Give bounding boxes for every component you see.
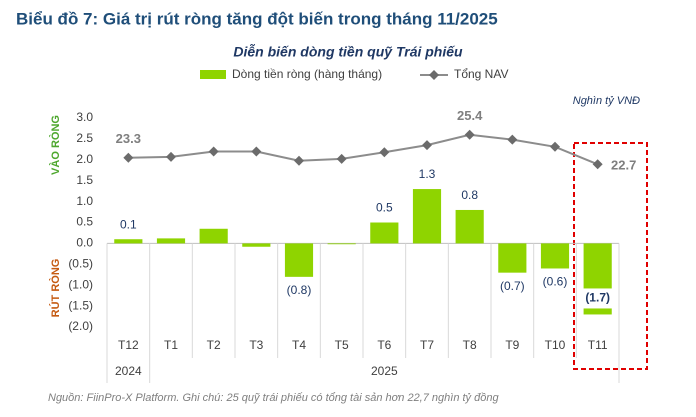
y-tick-label: 0.0 (76, 236, 93, 250)
x-tick-label: T6 (377, 338, 391, 352)
y-tick-label: (1.0) (68, 277, 93, 291)
y-tick-label: 3.0 (76, 110, 93, 124)
x-tick-label: T3 (249, 338, 263, 352)
x-tick-label: T4 (292, 338, 306, 352)
y-tick-label: 1.5 (76, 173, 93, 187)
legend-swatch (200, 70, 226, 79)
y-tick-label: 2.5 (76, 131, 93, 145)
unit-label: Nghìn tỷ VNĐ (573, 95, 640, 107)
nav-marker (166, 151, 176, 162)
x-tick-label: T8 (463, 338, 477, 352)
highlight-box (573, 142, 648, 370)
bar (114, 239, 143, 244)
bar (156, 238, 186, 244)
y-tick-label: 2.0 (76, 152, 93, 166)
negative-label: RÚT RÒNG (49, 259, 62, 318)
x-tick-label: T9 (505, 338, 519, 352)
label-bg (579, 288, 616, 309)
bar (284, 243, 314, 277)
bar (242, 243, 271, 247)
y-tick-label: (0.5) (68, 256, 93, 270)
x-tick-label: T5 (335, 338, 349, 352)
nav-marker (379, 147, 390, 158)
nav-line (128, 133, 599, 166)
data-label: (0.6) (543, 275, 568, 289)
nav-marker (123, 152, 134, 163)
bar (370, 222, 399, 244)
y-tick-label: 0.5 (76, 215, 93, 229)
nav-label: 25.4 (457, 108, 483, 123)
source-note: Nguồn: FiinPro-X Platform. Ghi chú: 25 q… (48, 392, 499, 404)
nav-marker (422, 140, 432, 151)
x-tick-label: T1 (164, 338, 178, 352)
y-tick-label: 1.0 (76, 194, 93, 208)
chart-subtitle: Diễn biến dòng tiền quỹ Trái phiếu (233, 44, 463, 60)
year-label: 2025 (371, 364, 398, 378)
y-tick-label: (1.5) (68, 298, 93, 312)
data-label: (0.8) (287, 283, 312, 297)
nav-label: 23.3 (116, 131, 141, 146)
y-tick-label: (2.0) (68, 319, 93, 333)
x-tick-label: T2 (207, 338, 221, 352)
data-label: (1.7) (585, 291, 610, 305)
bar (540, 243, 570, 269)
data-label: 0.5 (376, 201, 393, 215)
nav-marker (507, 134, 518, 145)
data-label: 0.1 (120, 217, 137, 231)
nav-marker (550, 141, 560, 152)
legend-marker (429, 70, 439, 80)
nav-marker (336, 153, 347, 164)
data-label: 0.8 (461, 188, 478, 202)
bar (455, 209, 484, 244)
bar (498, 243, 527, 273)
year-label: 2024 (115, 364, 142, 378)
positive-label: VÀO RÒNG (49, 115, 62, 175)
nav-marker (294, 155, 304, 166)
nav-label: 22.7 (611, 158, 636, 173)
data-label: 1.3 (419, 167, 436, 181)
nav-marker (208, 146, 219, 157)
bar (327, 243, 356, 245)
bar (412, 189, 442, 244)
chart-title: Biểu đồ 7: Giá trị rút ròng tăng đột biế… (16, 9, 498, 28)
x-tick-label: T11 (588, 338, 608, 352)
legend-label: Tổng NAV (454, 67, 508, 81)
x-tick-label: T12 (118, 338, 139, 352)
legend-label: Dòng tiền ròng (hàng tháng) (232, 67, 382, 81)
x-tick-label: T10 (545, 338, 566, 352)
nav-marker (251, 146, 262, 157)
nav-marker (592, 159, 603, 170)
data-label: (0.7) (500, 279, 525, 293)
bar (199, 228, 228, 244)
x-tick-label: T7 (420, 338, 434, 352)
nav-marker (464, 129, 475, 140)
